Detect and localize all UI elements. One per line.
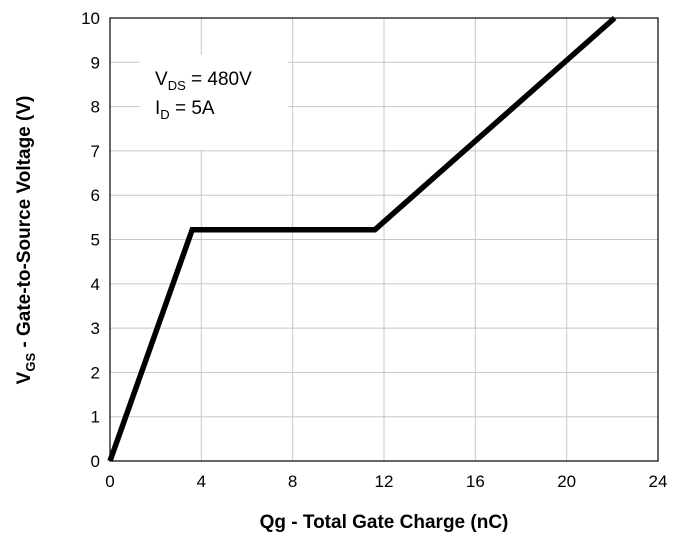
annotation-id-rest: = 5A bbox=[170, 98, 215, 119]
y-axis-title-rest: - Gate-to-Source Voltage (V) bbox=[14, 96, 35, 353]
annotation-id-sub: D bbox=[160, 107, 169, 122]
y-tick-label: 4 bbox=[91, 275, 100, 294]
y-tick-label: 5 bbox=[91, 231, 100, 250]
y-tick-labels: 0 1 2 3 4 5 6 7 8 9 10 bbox=[81, 9, 100, 471]
x-tick-label: 20 bbox=[557, 472, 576, 491]
y-tick-label: 2 bbox=[91, 363, 100, 382]
annotation-box bbox=[140, 55, 288, 150]
y-axis-title-main: V bbox=[14, 371, 35, 384]
y-axis-title-sub: GS bbox=[23, 353, 38, 372]
x-tick-label: 24 bbox=[649, 472, 668, 491]
y-tick-label: 1 bbox=[91, 408, 100, 427]
x-tick-label: 0 bbox=[105, 472, 114, 491]
x-tick-labels: 0 4 8 12 16 20 24 bbox=[105, 472, 667, 491]
y-tick-label: 8 bbox=[91, 98, 100, 117]
y-tick-label: 6 bbox=[91, 186, 100, 205]
y-tick-label: 0 bbox=[91, 452, 100, 471]
annotation-id-main: I bbox=[155, 98, 160, 119]
y-tick-label: 10 bbox=[81, 9, 100, 28]
annotation-vds: VDS = 480V bbox=[155, 69, 252, 93]
x-tick-label: 4 bbox=[197, 472, 206, 491]
series-line-0 bbox=[107, 15, 617, 462]
x-axis-title: Qg - Total Gate Charge (nC) bbox=[260, 512, 509, 533]
x-tick-label: 8 bbox=[288, 472, 297, 491]
y-tick-label: 7 bbox=[91, 142, 100, 161]
plot-frame bbox=[109, 17, 659, 462]
x-tick-label: 12 bbox=[375, 472, 394, 491]
annotation-vds-rest: = 480V bbox=[186, 69, 252, 90]
y-axis-title: VGS - Gate-to-Source Voltage (V) bbox=[14, 96, 38, 385]
grid-lines bbox=[110, 18, 658, 461]
y-tick-label: 9 bbox=[91, 53, 100, 72]
series-layer bbox=[107, 15, 617, 462]
annotation-vds-main: V bbox=[155, 69, 168, 90]
annotation-vds-sub: DS bbox=[168, 78, 186, 93]
annotation-id: ID = 5A bbox=[155, 98, 215, 122]
x-tick-label: 16 bbox=[466, 472, 485, 491]
y-tick-label: 3 bbox=[91, 319, 100, 338]
